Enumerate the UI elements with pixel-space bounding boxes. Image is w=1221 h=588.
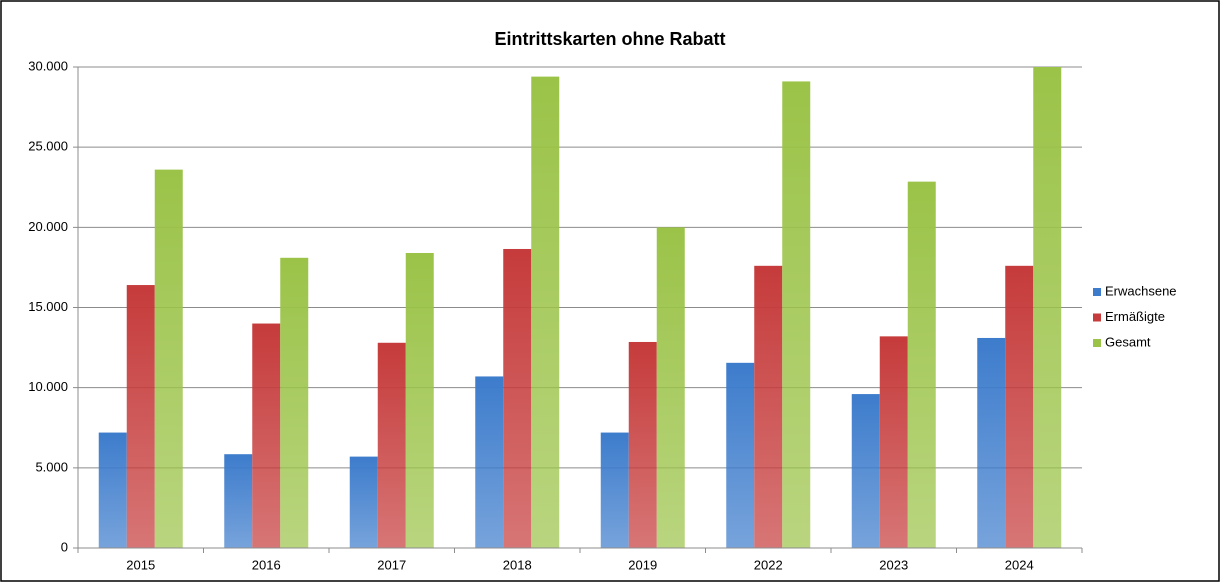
bar [782,81,811,549]
y-tick-label: 0 [61,539,68,554]
x-tick-label: 2022 [754,557,783,572]
bar [656,227,685,549]
bar [154,169,183,548]
legend-label: Gesamt [1105,334,1151,349]
legend-label: Ermäßigte [1105,309,1165,324]
bar [628,341,657,548]
x-tick-label: 2017 [377,557,406,572]
bar [851,394,880,548]
bar [1005,265,1034,548]
y-tick-label: 10.000 [28,379,68,394]
y-tick-label: 20.000 [28,219,68,234]
bar [405,252,434,548]
bar [531,76,560,549]
y-tick-label: 15.000 [28,299,68,314]
x-tick-label: 2024 [1005,557,1034,572]
legend-swatch [1093,313,1101,322]
legend-label: Erwachsene [1105,283,1177,298]
legend-swatch [1093,288,1101,296]
bar [879,336,908,548]
bar [1033,67,1062,548]
bar [726,362,755,548]
bar [475,376,504,548]
bar [126,285,155,548]
x-tick-label: 2023 [879,557,908,572]
x-tick-label: 2018 [503,557,532,572]
bar [503,248,532,548]
y-tick-label: 25.000 [28,139,68,154]
bar [98,432,127,548]
bar [977,337,1006,548]
bar [349,456,378,548]
y-tick-label: 30.000 [28,58,68,73]
bar [600,432,629,548]
bar [754,265,783,548]
bar [252,323,281,548]
x-tick-label: 2015 [126,557,155,572]
bar [907,181,936,548]
bar [377,342,406,548]
x-tick-label: 2019 [628,557,657,572]
bar [224,454,253,548]
x-tick-label: 2016 [252,557,281,572]
legend-swatch [1093,339,1101,347]
y-tick-label: 5.000 [35,459,68,474]
bar [280,257,309,548]
chart-title: Eintrittskarten ohne Rabatt [494,29,725,49]
